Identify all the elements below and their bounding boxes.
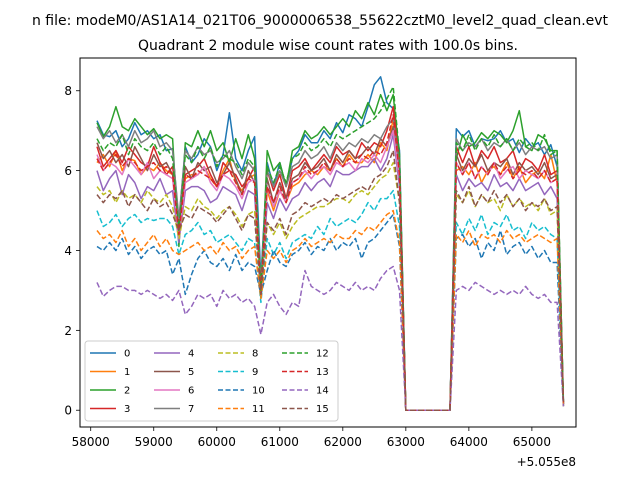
legend-label-5: 5 — [188, 367, 194, 378]
series-line-4 — [96, 133, 565, 411]
series-line-13 — [96, 113, 565, 411]
y-tick-label: 8 — [64, 84, 72, 98]
x-tick-label: 59000 — [135, 435, 173, 449]
legend-label-3: 3 — [124, 404, 130, 415]
legend-label-12: 12 — [316, 349, 329, 360]
x-tick-label: 62000 — [324, 435, 362, 449]
x-tick-label: 58000 — [72, 435, 110, 449]
chart-title: Quadrant 2 module wise count rates with … — [138, 38, 518, 54]
series-line-12 — [96, 86, 565, 411]
y-tick-label: 4 — [64, 244, 72, 258]
legend-label-6: 6 — [188, 386, 194, 397]
y-tick-label: 2 — [64, 324, 72, 338]
figure-suptitle: n file: modeM0/AS1A14_021T06_9000006538_… — [32, 13, 609, 29]
x-tick-label: 64000 — [450, 435, 488, 449]
x-tick-label: 61000 — [261, 435, 299, 449]
series-line-10 — [96, 213, 565, 411]
x-offset-label: +5.055e8 — [517, 455, 576, 469]
series-line-15 — [96, 149, 565, 411]
series-lines — [96, 76, 565, 411]
x-tick-label: 63000 — [387, 435, 425, 449]
axes: 58000 59000 60000 61000 62000 63000 64000 65000… — [64, 84, 551, 449]
series-line-7 — [96, 117, 565, 411]
series-line-11 — [96, 209, 565, 411]
legend-label-15: 15 — [316, 404, 329, 415]
series-line-14 — [96, 265, 565, 411]
legend-label-9: 9 — [252, 367, 258, 378]
y-tick-label: 0 — [64, 404, 72, 418]
x-tick-label: 60000 — [198, 435, 236, 449]
series-line-9 — [96, 189, 565, 411]
series-line-3 — [96, 105, 565, 411]
legend-label-2: 2 — [124, 386, 130, 397]
legend-box — [84, 340, 339, 422]
x-tick-label: 65000 — [513, 435, 551, 449]
legend-label-4: 4 — [188, 349, 194, 360]
legend-label-8: 8 — [252, 349, 258, 360]
legend-label-14: 14 — [316, 386, 329, 397]
y-tick-label: 6 — [64, 164, 72, 178]
legend-label-0: 0 — [124, 349, 130, 360]
legend-label-10: 10 — [252, 386, 265, 397]
plot-frame — [79, 57, 577, 428]
legend-label-13: 13 — [316, 367, 329, 378]
legend-label-11: 11 — [252, 404, 265, 415]
legend-label-7: 7 — [188, 404, 194, 415]
legend-label-1: 1 — [124, 367, 130, 378]
